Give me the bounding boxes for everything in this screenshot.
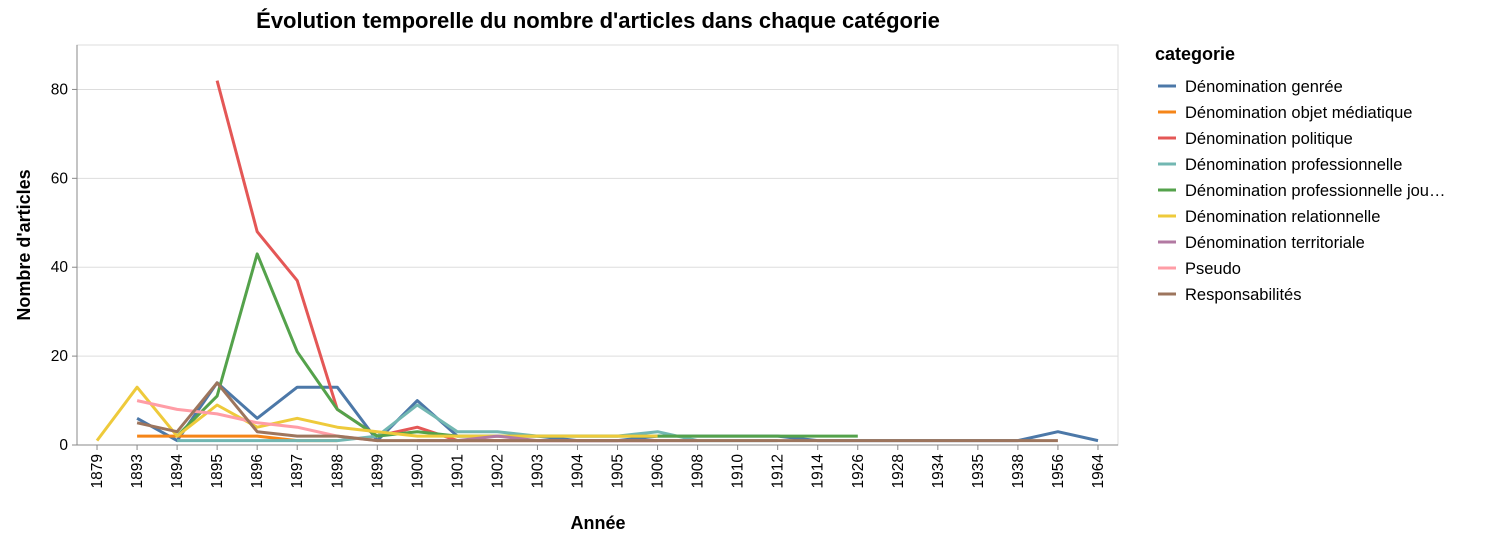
legend-label: Dénomination objet médiatique [1185,104,1412,122]
x-tick-label: 1896 [249,454,266,488]
y-axis-title: Nombre d'articles [14,169,34,320]
series-line-1 [136,381,1099,443]
series-line-6 [95,385,658,442]
x-tick-label: 1895 [209,454,226,488]
y-tick-label: 0 [59,437,68,454]
x-tick-label: 1914 [810,454,827,489]
x-tick-label: 1928 [890,454,907,488]
series-line-9 [136,381,1058,443]
legend: categorie Dénomination genrée Dénominatio… [1155,44,1446,304]
x-tick-label: 1934 [930,454,947,489]
x-tick-label: 1901 [449,454,466,488]
x-tick-label: 1897 [289,454,306,488]
plot-frame [76,44,1119,446]
y-tick-label: 80 [51,81,69,98]
x-tick-label: 1938 [1010,454,1027,488]
legend-label: Dénomination professionnelle [1185,156,1402,174]
y-tick-label: 20 [51,348,69,365]
legend-label: Pseudo [1185,260,1241,278]
y-tick-label: 60 [51,170,69,187]
y-tick-label: 40 [51,259,69,276]
x-tick-label: 1894 [169,454,186,489]
x-tick-label: 1900 [409,454,426,489]
legend-label: Dénomination professionnelle jou… [1185,182,1446,200]
x-tick-label: 1956 [1050,454,1067,488]
legend-label: Dénomination territoriale [1185,234,1365,252]
x-tick-label: 1926 [850,454,867,488]
x-tick-label: 1908 [690,454,707,488]
legend-label: Responsabilités [1185,286,1301,304]
x-tick-label: 1935 [970,454,987,488]
x-tick-label: 1893 [129,454,146,488]
series-line-3 [215,80,658,443]
x-tick-label: 1902 [489,454,506,488]
legend-label: Dénomination relationnelle [1185,208,1380,226]
x-tick-label: 1905 [610,454,627,488]
series-line-5 [176,252,858,438]
legend-label: Dénomination politique [1185,130,1353,148]
x-tick-label: 1899 [369,454,386,488]
x-tick-label: 1904 [569,454,586,489]
x-tick-label: 1898 [329,454,346,488]
x-tick-label: 1912 [770,454,787,488]
plot-area: 0 20 40 60 80 1879 1893 1894 1895 1896 1897 1898 189… [51,44,1119,489]
legend-label: Dénomination genrée [1185,78,1343,96]
x-tick-label: 1964 [1090,454,1107,489]
x-tick-label: 1910 [730,454,747,489]
x-tick-label: 1903 [529,454,546,488]
chart-title: Évolution temporelle du nombre d'article… [256,8,940,33]
legend-title: categorie [1155,44,1235,64]
x-tick-label: 1906 [650,454,667,488]
x-tick-label: 1879 [89,454,106,488]
x-axis-title: Année [570,513,625,533]
